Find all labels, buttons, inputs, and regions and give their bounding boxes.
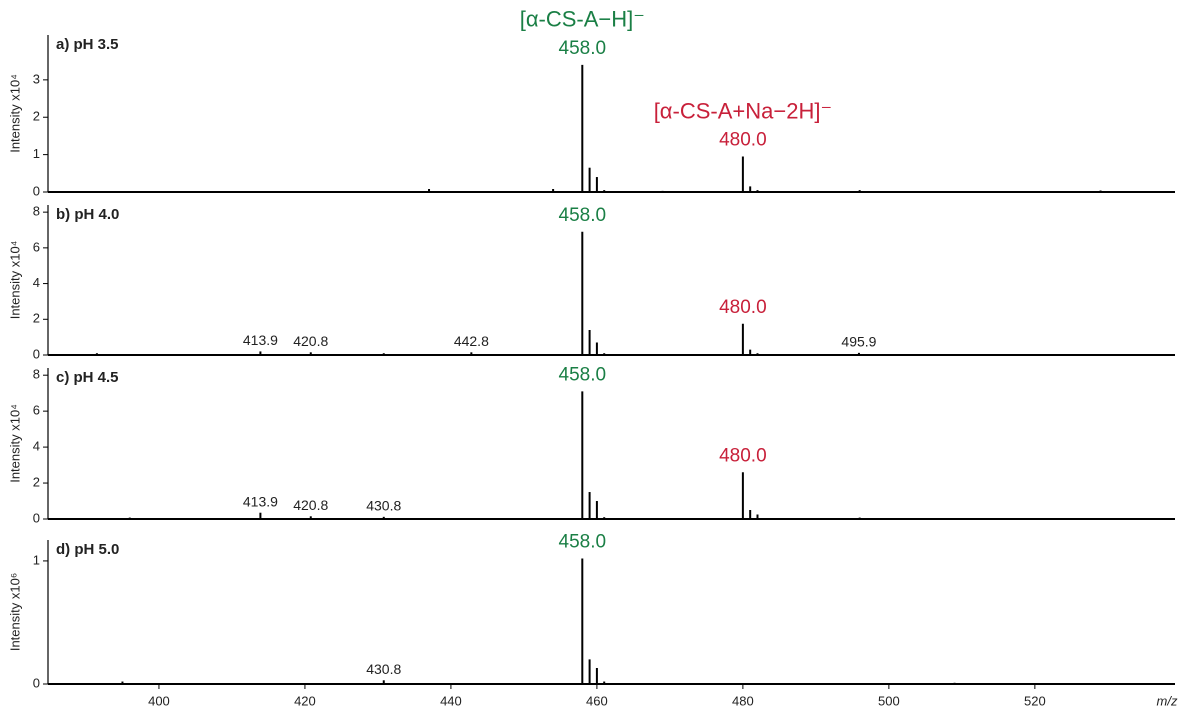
ion-annotation: [α-CS-A+Na−2H]⁻ <box>654 98 832 123</box>
peak-label: 458.0 <box>559 531 607 552</box>
panel-title: a) pH 3.5 <box>56 36 119 53</box>
y-tick-label: 2 <box>33 311 40 326</box>
y-tick-label: 0 <box>33 675 40 690</box>
y-axis-label: Intensity x10⁴ <box>7 241 22 320</box>
peak-label: 442.8 <box>454 333 489 349</box>
peak-label: 495.9 <box>841 334 876 350</box>
y-axis-label: Intensity x10⁴ <box>7 404 22 483</box>
y-tick-label: 3 <box>33 71 40 86</box>
y-tick-label: 0 <box>33 346 40 361</box>
peak-label: 480.0 <box>719 297 767 318</box>
peak-label: 413.9 <box>243 332 278 348</box>
y-axis-label: Intensity x10⁴ <box>7 74 22 153</box>
y-tick-label: 1 <box>33 146 40 161</box>
peak-label: 480.0 <box>719 445 767 466</box>
ion-annotation: [α-CS-A−H]⁻ <box>520 7 645 32</box>
y-tick-label: 2 <box>33 474 40 489</box>
y-tick-label: 0 <box>33 510 40 525</box>
y-tick-label: 4 <box>33 439 40 454</box>
y-tick-label: 8 <box>33 367 40 382</box>
x-tick-label: 480 <box>732 693 754 708</box>
y-tick-label: 4 <box>33 275 40 290</box>
peak-label: 413.9 <box>243 493 278 509</box>
y-tick-label: 8 <box>33 204 40 219</box>
y-tick-label: 6 <box>33 403 40 418</box>
y-tick-label: 1 <box>33 552 40 567</box>
peak-label: 480.0 <box>719 130 767 151</box>
peak-label: 430.8 <box>366 498 401 514</box>
peak-label: 420.8 <box>293 333 328 349</box>
peak-label: 458.0 <box>559 205 607 226</box>
x-tick-label: 440 <box>440 693 462 708</box>
x-tick-label: 460 <box>586 693 608 708</box>
y-tick-label: 0 <box>33 183 40 198</box>
y-axis-label: Intensity x10⁶ <box>7 573 22 651</box>
y-tick-label: 2 <box>33 109 40 124</box>
peak-label: 458.0 <box>559 38 607 59</box>
x-axis-label: m/z <box>1157 693 1178 708</box>
peak-label: 430.8 <box>366 661 401 677</box>
panel-title: d) pH 5.0 <box>56 541 119 558</box>
y-tick-label: 6 <box>33 239 40 254</box>
x-tick-label: 500 <box>878 693 900 708</box>
panel-title: b) pH 4.0 <box>56 206 119 223</box>
peak-label: 458.0 <box>559 364 607 385</box>
x-tick-label: 400 <box>148 693 170 708</box>
x-tick-label: 420 <box>294 693 316 708</box>
peak-label: 420.8 <box>293 497 328 513</box>
x-tick-label: 520 <box>1024 693 1046 708</box>
panel-title: c) pH 4.5 <box>56 369 119 386</box>
